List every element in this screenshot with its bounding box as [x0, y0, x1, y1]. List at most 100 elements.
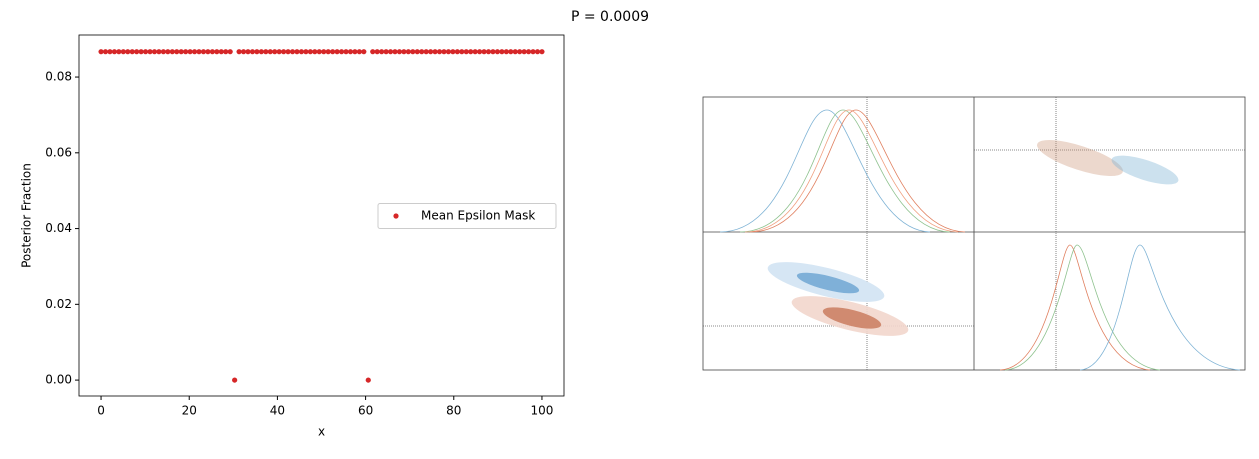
point — [477, 49, 483, 55]
point — [307, 49, 313, 55]
point — [200, 49, 207, 55]
point — [436, 49, 443, 55]
point — [209, 49, 215, 55]
point — [258, 49, 264, 55]
x-tick-label: 80 — [446, 404, 461, 418]
density-curve — [739, 109, 951, 233]
point — [485, 49, 492, 55]
plot-frame — [78, 34, 565, 397]
point — [183, 49, 189, 55]
point — [160, 49, 166, 55]
x-tick-label: 60 — [358, 404, 373, 418]
point — [534, 49, 541, 55]
point — [387, 49, 394, 55]
density-curve — [1004, 244, 1161, 371]
point — [512, 49, 518, 55]
point — [178, 49, 184, 55]
point — [441, 49, 447, 55]
point — [423, 49, 429, 55]
point — [147, 49, 153, 55]
point — [463, 49, 469, 55]
x-tick-label: 20 — [182, 404, 197, 418]
point — [98, 49, 104, 55]
point — [352, 49, 358, 55]
point — [227, 49, 233, 55]
point — [361, 49, 367, 55]
point — [116, 49, 122, 55]
y-tick-label: 0.02 — [45, 297, 72, 311]
scatter-cloud — [1111, 155, 1179, 185]
point — [232, 377, 238, 383]
point — [459, 49, 465, 55]
point — [370, 49, 376, 55]
point — [316, 49, 322, 55]
point — [530, 49, 536, 55]
y-axis-label: Posterior Fraction — [20, 163, 34, 268]
contour — [796, 272, 860, 294]
point — [508, 49, 514, 55]
point — [334, 49, 340, 55]
point — [187, 49, 193, 55]
point — [254, 49, 260, 55]
point — [267, 49, 273, 55]
point — [454, 49, 460, 55]
point — [107, 49, 113, 55]
point — [356, 49, 362, 55]
y-tick-label: 0.08 — [45, 70, 72, 84]
point — [263, 49, 269, 55]
point — [196, 49, 202, 55]
point — [392, 49, 398, 55]
point — [432, 49, 438, 55]
point — [281, 49, 287, 55]
point — [472, 49, 478, 55]
point — [312, 49, 318, 55]
point — [374, 49, 380, 55]
y-tick-label: 0.04 — [45, 221, 72, 235]
density-curve — [999, 244, 1151, 371]
point — [218, 49, 224, 55]
point — [330, 49, 336, 55]
y-tick-label: 0.00 — [45, 373, 72, 387]
point — [445, 49, 452, 55]
point — [120, 49, 126, 55]
point — [249, 49, 256, 55]
x-tick-label: 100 — [531, 404, 554, 418]
point — [503, 49, 509, 55]
legend-marker — [393, 213, 399, 219]
point — [289, 49, 296, 55]
point — [165, 49, 171, 55]
point — [102, 49, 109, 55]
point — [298, 49, 305, 55]
point — [414, 49, 420, 55]
point — [245, 49, 251, 55]
point — [419, 49, 425, 55]
point — [428, 49, 434, 55]
point — [111, 49, 118, 55]
point — [156, 49, 162, 55]
point — [205, 49, 211, 55]
point — [240, 49, 247, 55]
x-tick-label: 0 — [97, 404, 105, 418]
point — [142, 49, 149, 55]
legend-box — [377, 203, 557, 229]
point — [481, 49, 487, 55]
point — [191, 49, 198, 55]
scatter-cloud — [1037, 140, 1123, 176]
point — [303, 49, 309, 55]
point — [365, 377, 371, 383]
point — [405, 49, 411, 55]
point — [129, 49, 135, 55]
point — [499, 49, 505, 55]
density-curve — [1079, 244, 1241, 371]
point — [343, 49, 349, 55]
point — [347, 49, 354, 55]
point — [138, 49, 144, 55]
point — [396, 49, 403, 55]
point — [223, 49, 229, 55]
contour — [822, 307, 882, 329]
point — [450, 49, 456, 55]
density-curve — [749, 109, 966, 233]
x-axis-label: x — [318, 425, 325, 439]
point — [321, 49, 327, 55]
